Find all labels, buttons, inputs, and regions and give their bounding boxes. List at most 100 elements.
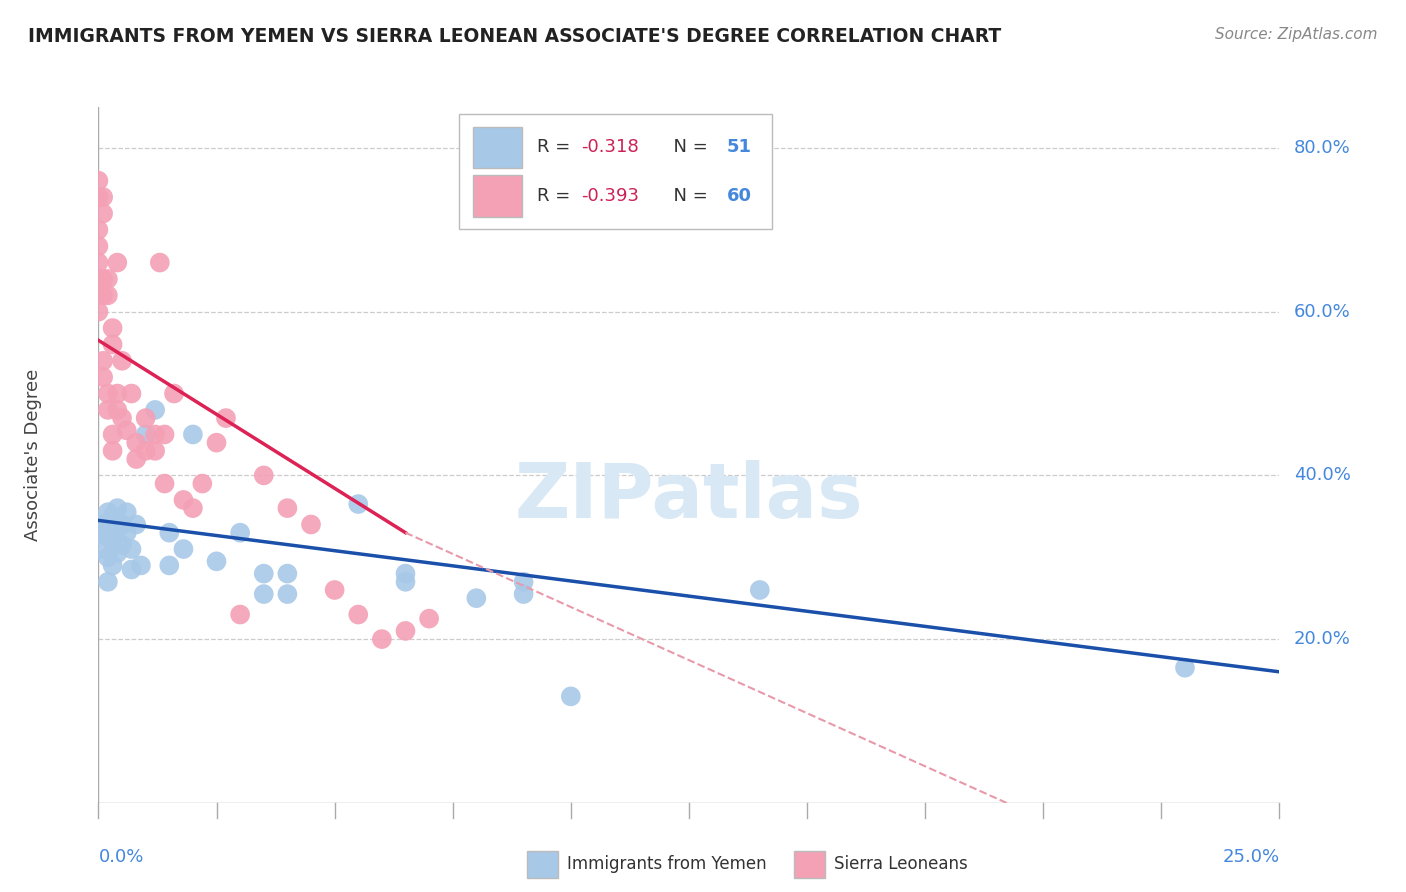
Point: [276, 587, 298, 601]
Point: [87, 288, 110, 302]
Point: [418, 612, 440, 626]
Point: [101, 509, 124, 524]
Point: [97, 530, 120, 544]
Point: [97, 403, 120, 417]
Point: [394, 566, 416, 581]
Text: -0.318: -0.318: [582, 138, 640, 156]
Point: [172, 492, 194, 507]
Point: [101, 558, 124, 573]
Point: [87, 304, 110, 318]
Point: [111, 411, 134, 425]
Point: [101, 533, 124, 548]
Point: [87, 223, 110, 237]
Point: [205, 554, 228, 568]
Point: [121, 542, 143, 557]
Point: [253, 587, 276, 601]
Text: 40.0%: 40.0%: [1294, 467, 1351, 484]
Point: [125, 517, 148, 532]
Point: [191, 476, 214, 491]
Point: [87, 174, 110, 188]
Point: [157, 558, 180, 573]
Text: 0.0%: 0.0%: [98, 848, 143, 866]
Point: [276, 501, 298, 516]
Point: [153, 427, 176, 442]
Point: [229, 525, 252, 540]
Text: 20.0%: 20.0%: [1294, 630, 1351, 648]
Bar: [458, 114, 772, 229]
Point: [91, 206, 114, 220]
Point: [87, 239, 110, 253]
Point: [105, 255, 128, 269]
Point: [512, 587, 534, 601]
Text: IMMIGRANTS FROM YEMEN VS SIERRA LEONEAN ASSOCIATE'S DEGREE CORRELATION CHART: IMMIGRANTS FROM YEMEN VS SIERRA LEONEAN …: [28, 27, 1001, 45]
Point: [299, 517, 322, 532]
Point: [97, 288, 120, 302]
Text: 80.0%: 80.0%: [1294, 139, 1350, 157]
Bar: [472, 175, 523, 217]
Text: 51: 51: [727, 138, 752, 156]
Point: [101, 337, 124, 351]
Point: [253, 566, 276, 581]
Point: [512, 574, 534, 589]
Text: Associate's Degree: Associate's Degree: [24, 368, 42, 541]
Point: [163, 386, 186, 401]
Point: [215, 411, 238, 425]
Text: Source: ZipAtlas.com: Source: ZipAtlas.com: [1215, 27, 1378, 42]
Text: ZIPatlas: ZIPatlas: [515, 459, 863, 533]
Point: [205, 435, 228, 450]
Point: [347, 607, 370, 622]
Point: [97, 550, 120, 565]
Point: [181, 501, 204, 516]
Point: [135, 427, 157, 442]
Text: R =: R =: [537, 138, 575, 156]
Text: -0.393: -0.393: [582, 187, 640, 205]
Point: [91, 525, 114, 540]
Point: [1174, 661, 1197, 675]
Text: Immigrants from Yemen: Immigrants from Yemen: [567, 855, 766, 873]
Point: [153, 476, 176, 491]
Point: [143, 443, 166, 458]
Point: [121, 562, 143, 576]
Point: [149, 255, 172, 269]
Point: [135, 411, 157, 425]
Point: [560, 690, 582, 704]
Point: [125, 452, 148, 467]
Point: [91, 190, 114, 204]
Point: [91, 542, 114, 557]
Point: [87, 272, 110, 286]
Point: [371, 632, 394, 646]
Point: [121, 386, 143, 401]
Point: [323, 582, 346, 597]
Text: R =: R =: [537, 187, 575, 205]
Point: [125, 435, 148, 450]
Point: [97, 505, 120, 519]
Point: [111, 353, 134, 368]
Point: [276, 566, 298, 581]
Point: [105, 546, 128, 560]
Point: [748, 582, 770, 597]
Point: [465, 591, 488, 606]
Point: [253, 468, 276, 483]
Point: [157, 525, 180, 540]
Point: [101, 443, 124, 458]
Text: 60: 60: [727, 187, 752, 205]
Point: [347, 497, 370, 511]
Text: 60.0%: 60.0%: [1294, 302, 1350, 321]
Point: [97, 272, 120, 286]
Point: [129, 558, 152, 573]
Point: [115, 525, 138, 540]
Point: [97, 386, 120, 401]
Point: [172, 542, 194, 557]
Text: 25.0%: 25.0%: [1222, 848, 1279, 866]
Point: [101, 321, 124, 335]
Point: [143, 427, 166, 442]
Point: [105, 386, 128, 401]
Point: [143, 403, 166, 417]
Point: [394, 624, 416, 638]
Point: [115, 505, 138, 519]
Point: [229, 607, 252, 622]
Bar: [472, 127, 523, 169]
Point: [91, 370, 114, 384]
Text: N =: N =: [662, 138, 713, 156]
Text: Sierra Leoneans: Sierra Leoneans: [834, 855, 967, 873]
